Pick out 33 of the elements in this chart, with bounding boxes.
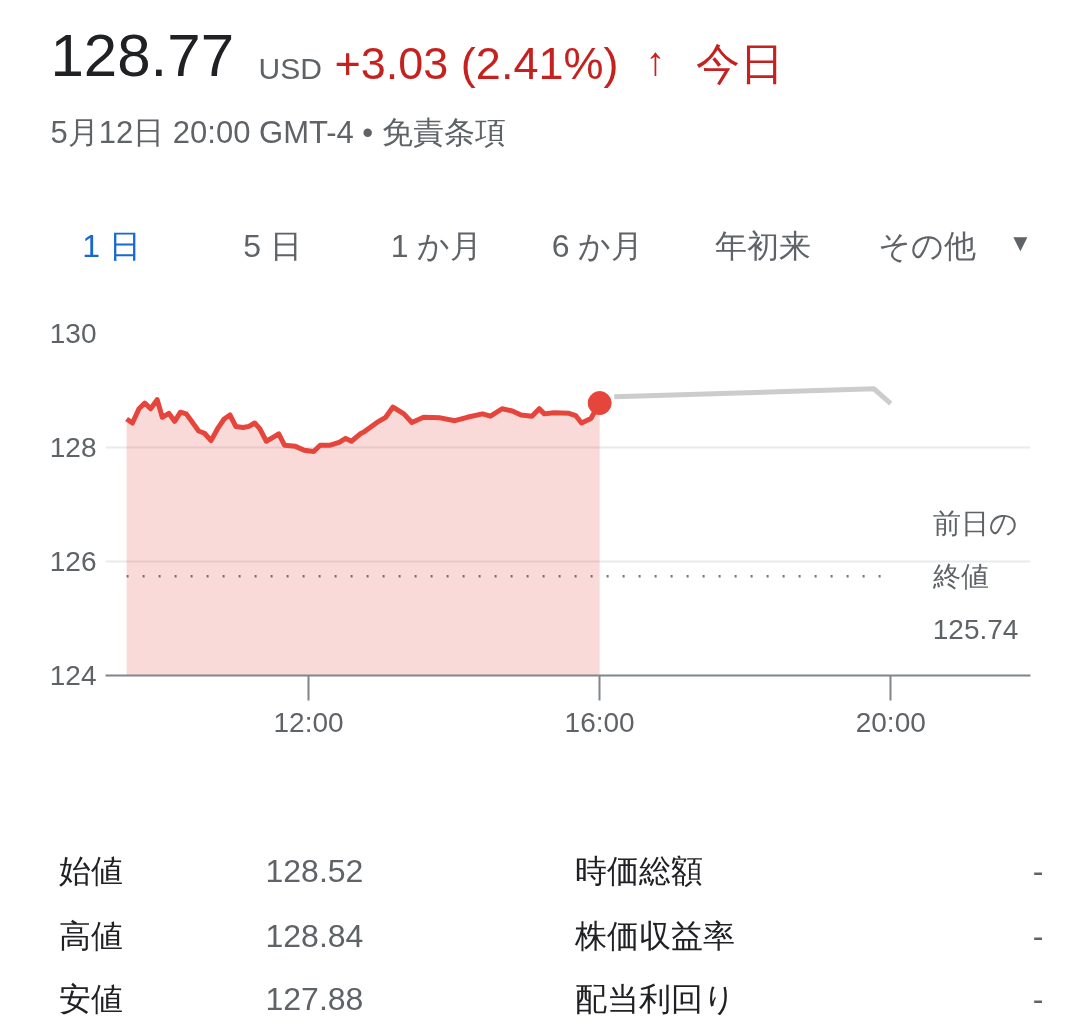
text: 128.84: [265, 917, 364, 954]
text: -: [1032, 852, 1044, 889]
text: 配当利回り: [574, 980, 736, 1017]
text: 高値: [58, 917, 123, 954]
x-tick-label: 16:00: [564, 706, 635, 738]
text: 始値: [58, 852, 123, 889]
text: その他: [877, 227, 976, 264]
text: 安値: [58, 980, 123, 1017]
text: ▼: [1008, 229, 1033, 256]
text: USD: [258, 52, 322, 85]
y-tick-label: 124: [49, 660, 97, 691]
text: 5 日: [243, 227, 302, 264]
chart-subtitle: 5月12日 20:00 GMT-4 • 免責条項: [50, 115, 506, 150]
text: 128.52: [265, 852, 364, 889]
text: 1 か月: [390, 227, 483, 264]
text: 株価収益率: [573, 917, 735, 954]
text: 今日: [695, 39, 784, 88]
x-tick-label: 20:00: [855, 706, 926, 738]
y-tick-label: 126: [49, 546, 97, 577]
text: 1 日: [82, 227, 141, 264]
text: 6 か月: [551, 227, 644, 264]
text: 127.88: [265, 980, 364, 1017]
text: ↑: [645, 38, 666, 83]
y-tick-label: 128: [49, 432, 97, 463]
y-tick-label: 130: [49, 318, 97, 349]
text: 年初来: [714, 227, 811, 264]
text: -: [1032, 980, 1044, 1017]
text: 時価総額: [574, 852, 703, 889]
chart-title: 128.77: [50, 22, 235, 89]
x-tick-label: 12:00: [273, 706, 344, 738]
text: +3.03 (2.41%): [334, 38, 619, 89]
text: -: [1032, 917, 1044, 954]
ref-line-label: 前日の終値 125.74: [931, 508, 1019, 645]
